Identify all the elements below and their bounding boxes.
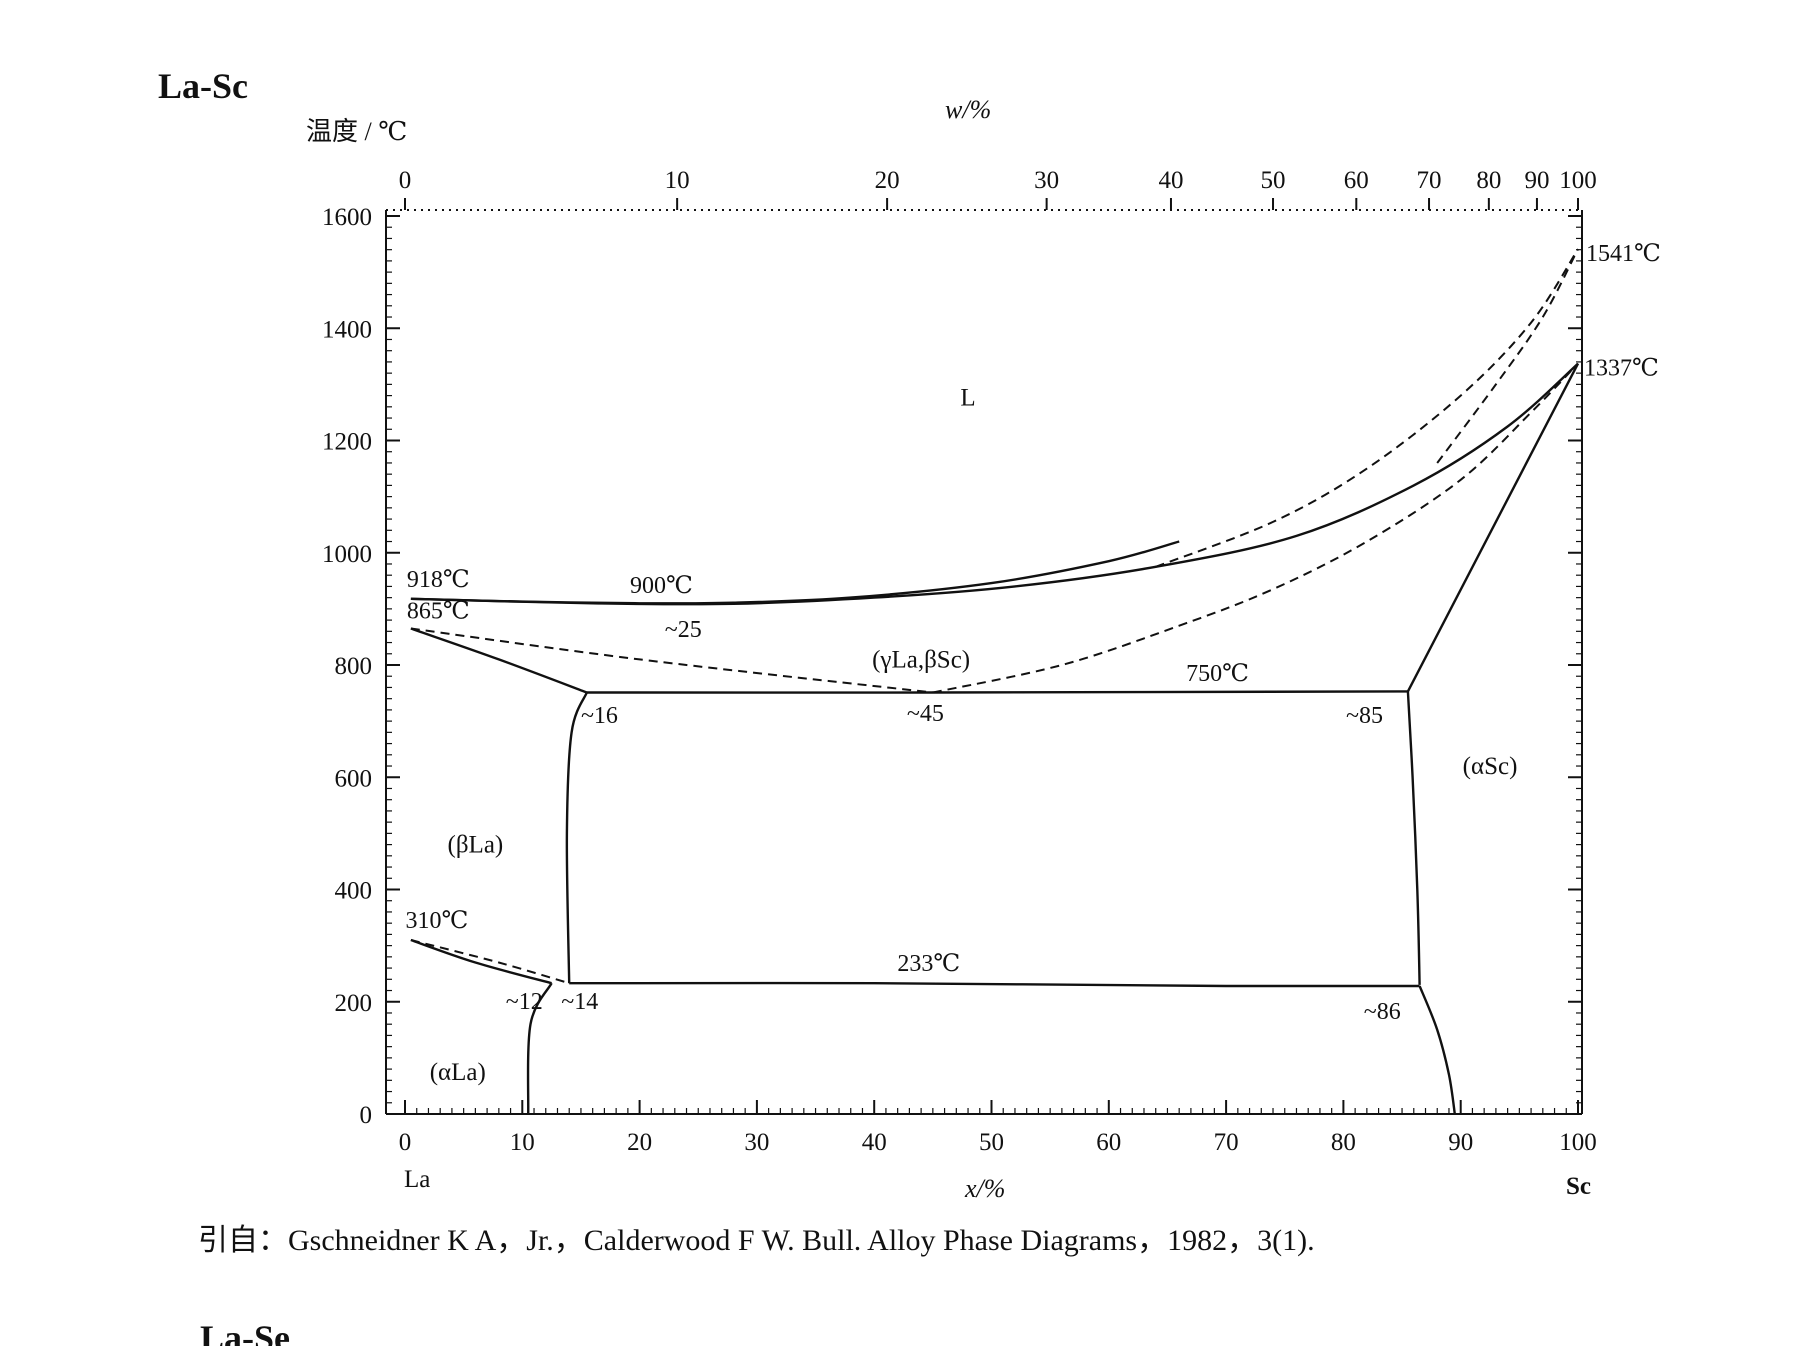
temperature-label: 233℃ — [897, 951, 960, 977]
phase-boundary-solid — [1406, 363, 1580, 692]
phase-boundary-solid — [410, 362, 1579, 606]
top-tick-label: 50 — [1261, 167, 1286, 194]
citation: 引自：Gschneidner K A，Jr.，Calderwood F W. B… — [198, 1224, 1315, 1257]
phase-boundary-dashed — [410, 939, 570, 985]
minor-ticks — [386, 215, 1582, 1115]
temperature-label: 1337℃ — [1584, 356, 1659, 382]
composition-label: ~86 — [1364, 999, 1401, 1025]
y-tick-label: 1200 — [322, 429, 372, 456]
x-tick-label: 20 — [627, 1129, 652, 1156]
left-element-label: La — [404, 1166, 430, 1193]
y-tick-label: 800 — [335, 653, 373, 680]
y-tick-label: 1000 — [322, 541, 372, 568]
top-tick-label: 80 — [1476, 167, 1501, 194]
y-axis-label: 温度 / ℃ — [306, 117, 407, 146]
y-axis-ticks: 0 200 400 600 800 1000 1200 1400 1600 — [322, 204, 1582, 1129]
diagram-annotations: 918℃ 865℃ 900℃ 750℃ 310℃ 233℃ 1541℃ 1337℃ ~25 ~16… — [406, 241, 1661, 1086]
phase-label: (βLa) — [448, 832, 504, 859]
y-tick-label: 1600 — [322, 204, 372, 231]
top-tick-label: 20 — [875, 167, 900, 194]
top-tick-label: 60 — [1344, 167, 1369, 194]
y-tick-label: 1400 — [322, 316, 372, 343]
phase-boundary-dashed — [1155, 248, 1579, 568]
top-tick-label: 30 — [1034, 167, 1059, 194]
composition-label: ~25 — [665, 617, 702, 643]
y-tick-label: 200 — [335, 990, 373, 1017]
x-tick-label: 0 — [399, 1129, 412, 1156]
y-tick-label: 400 — [335, 878, 373, 905]
top-axis-ticks: 0 10 20 30 40 50 60 70 80 90 100 — [399, 167, 1597, 210]
phase-boundary-dashed — [1436, 248, 1579, 464]
phase-boundary-dashed — [410, 627, 934, 694]
x-tick-label: 40 — [862, 1129, 887, 1156]
diagram-title: La-Sc — [158, 66, 248, 106]
x-tick-label: 80 — [1331, 1129, 1356, 1156]
composition-label: ~14 — [561, 989, 598, 1015]
composition-label: ~16 — [581, 703, 618, 729]
temperature-label: 918℃ — [407, 567, 470, 593]
y-tick-label: 0 — [360, 1102, 373, 1129]
temperature-label: 310℃ — [406, 908, 469, 934]
x-tick-label: 30 — [744, 1129, 769, 1156]
x-tick-label: 50 — [979, 1129, 1004, 1156]
top-axis-label: w/% — [945, 95, 991, 124]
phase-boundary-solid — [1418, 985, 1456, 1115]
right-element-label: Sc — [1566, 1173, 1591, 1200]
top-tick-label: 100 — [1559, 167, 1597, 194]
phase-boundary-solid — [569, 981, 1420, 988]
top-tick-label: 0 — [399, 167, 412, 194]
x-tick-label: 70 — [1214, 1129, 1239, 1156]
temperature-label: 865℃ — [407, 599, 470, 625]
phase-label: (γLa,βSc) — [872, 646, 970, 673]
phase-boundary-solid — [410, 627, 588, 694]
x-tick-label: 100 — [1559, 1129, 1597, 1156]
phase-boundary-solid — [526, 982, 553, 1115]
composition-label: ~12 — [506, 989, 543, 1015]
phase-boundary-solid — [586, 690, 1408, 694]
phase-label: (αLa) — [430, 1059, 486, 1086]
phase-boundary-dashed — [932, 362, 1579, 694]
phase-boundary-solid — [565, 692, 588, 984]
temperature-label: 750℃ — [1186, 661, 1249, 687]
phase-boundary-solid — [410, 938, 552, 985]
x-tick-label: 60 — [1096, 1129, 1121, 1156]
x-tick-label: 90 — [1448, 1129, 1473, 1156]
phase-label: (αSc) — [1463, 753, 1518, 780]
top-tick-label: 90 — [1524, 167, 1549, 194]
temperature-label: 900℃ — [630, 573, 693, 599]
composition-label: ~85 — [1346, 703, 1383, 729]
top-tick-label: 40 — [1158, 167, 1183, 194]
x-tick-label: 10 — [510, 1129, 535, 1156]
top-tick-label: 10 — [665, 167, 690, 194]
composition-label: ~45 — [907, 701, 944, 727]
bottom-axis-ticks: 0 10 20 30 40 50 60 70 80 90 100 — [399, 1100, 1597, 1156]
top-tick-label: 70 — [1417, 167, 1442, 194]
plot-frame — [385, 209, 1583, 1115]
bottom-axis-label: x/% — [964, 1174, 1005, 1203]
next-diagram-title: La-Se — [200, 1318, 290, 1346]
y-tick-label: 600 — [335, 765, 373, 792]
phase-boundary-solid — [410, 540, 1180, 605]
temperature-label: 1541℃ — [1586, 241, 1661, 267]
phase-label: L — [960, 385, 975, 412]
phase-boundaries — [410, 248, 1580, 1115]
phase-boundary-solid — [1406, 691, 1421, 985]
